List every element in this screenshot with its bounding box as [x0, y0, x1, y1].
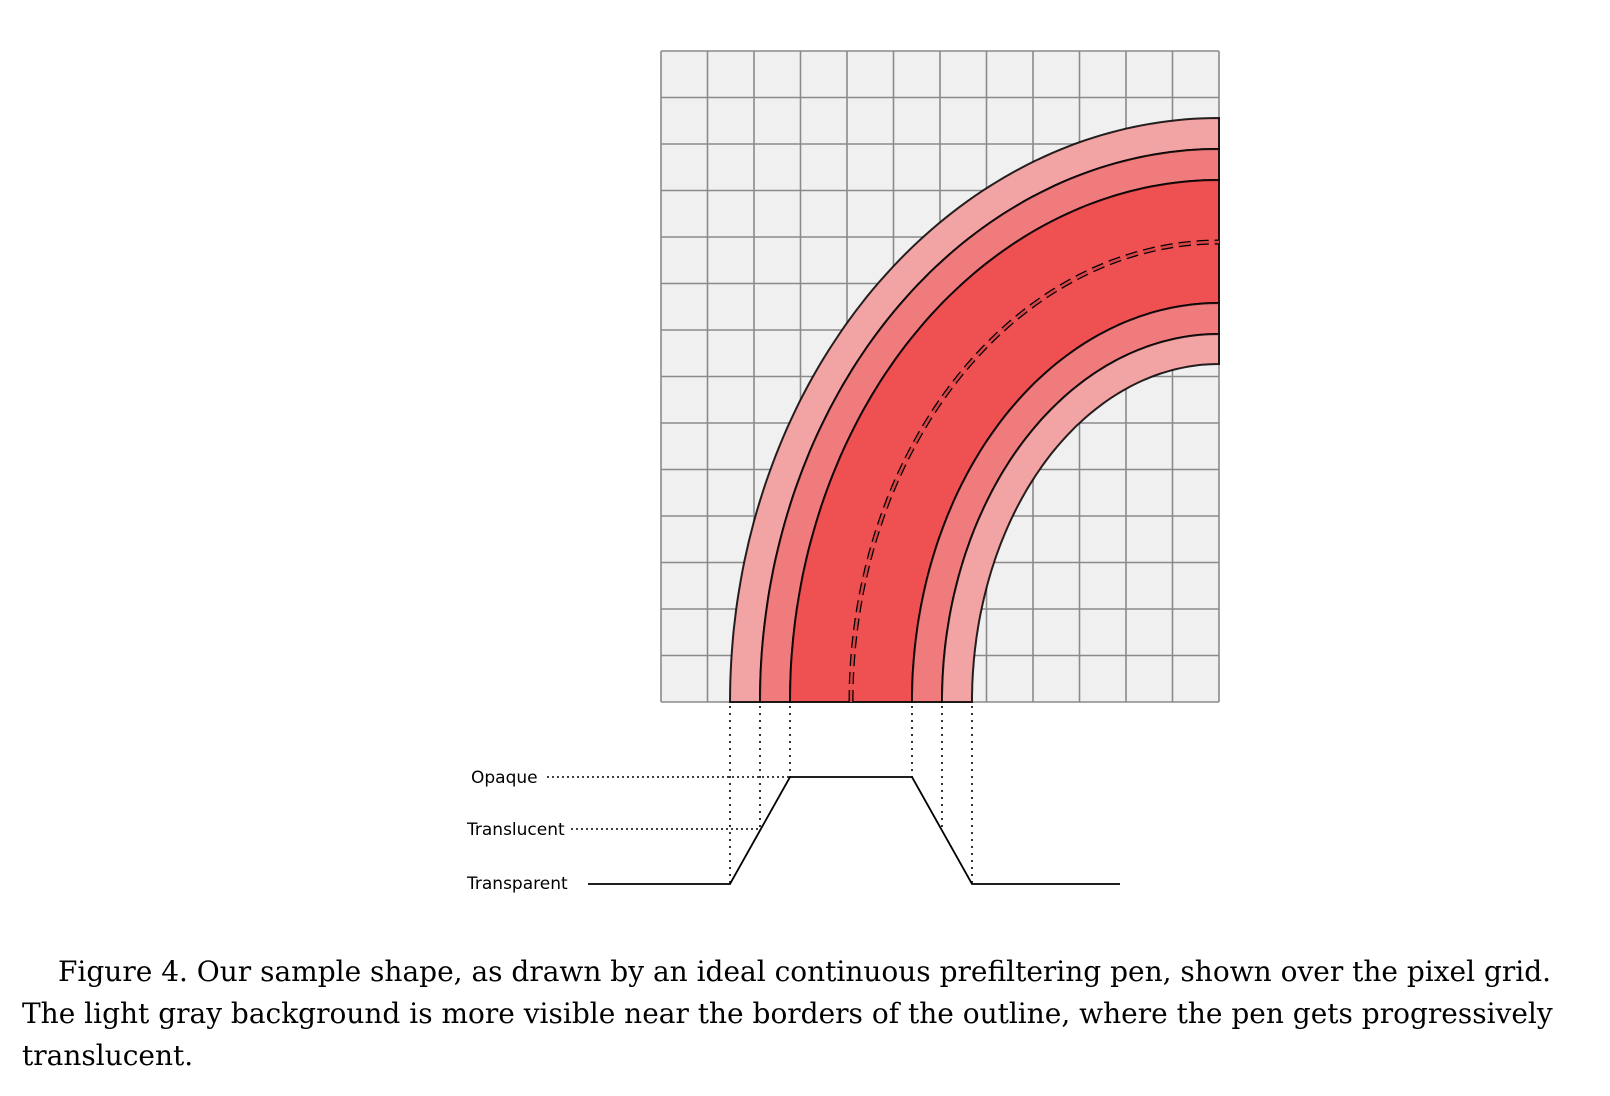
- figure-caption: Figure 4. Our sample shape, as drawn by …: [22, 955, 1553, 1072]
- label-transparent: Transparent: [466, 874, 568, 894]
- inner-edge-band: [941, 332, 1220, 703]
- label-translucent: Translucent: [466, 820, 565, 840]
- label-opaque: Opaque: [471, 768, 538, 788]
- pen-stroke: [728, 116, 1220, 703]
- opacity-profile: [588, 776, 1120, 885]
- projection-guides: [547, 706, 973, 884]
- centerline-dashed-inner: [849, 240, 1220, 703]
- figure: Opaque Translucent Transparent: [466, 50, 1220, 894]
- profile-line: [588, 776, 1120, 885]
- prefilter-diagram: Opaque Translucent Transparent: [466, 50, 1220, 894]
